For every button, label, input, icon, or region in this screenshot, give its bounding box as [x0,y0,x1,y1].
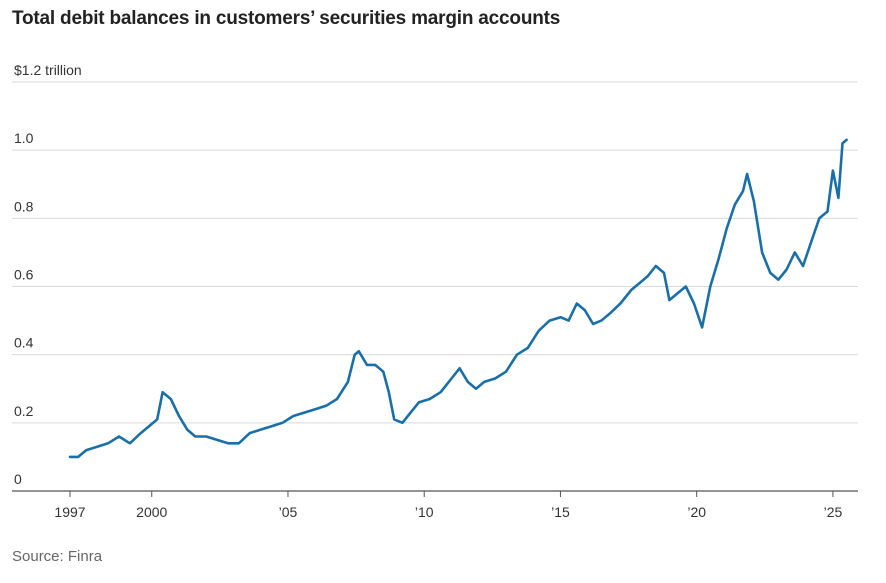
y-tick-label: $1.2 trillion [14,62,82,78]
x-tick-label: ’25 [824,504,843,520]
y-tick-label: 0.4 [14,335,34,351]
y-axis-labels: 0 0.2 0.4 0.6 0.8 1.0 $1.2 trillion [14,62,82,487]
x-tick-label: ’15 [551,504,570,520]
series-line [68,138,848,459]
y-tick-label: 0 [14,471,22,487]
x-tick-label: 2000 [136,504,167,520]
x-tick-label: 1997 [54,504,85,520]
chart-title: Total debit balances in customers’ secur… [12,8,561,29]
x-tick-label: ’10 [415,504,434,520]
y-tick-label: 0.6 [14,267,34,283]
series-group [68,138,848,459]
gridlines [12,81,858,424]
x-tick-label: ’20 [687,504,706,520]
x-axis [12,490,858,497]
y-tick-label: 0.8 [14,198,34,214]
line-chart: 0 0.2 0.4 0.6 0.8 1.0 $1.2 trillion 1997 2000 ’0… [12,62,858,520]
y-tick-label: 0.2 [14,403,34,419]
source-note: Source: Finra [12,548,103,565]
x-tick-label: ’05 [279,504,298,520]
y-tick-label: 1.0 [14,130,34,146]
x-axis-labels: 1997 2000 ’05 ’10 ’15 ’20 ’25 [54,504,842,520]
